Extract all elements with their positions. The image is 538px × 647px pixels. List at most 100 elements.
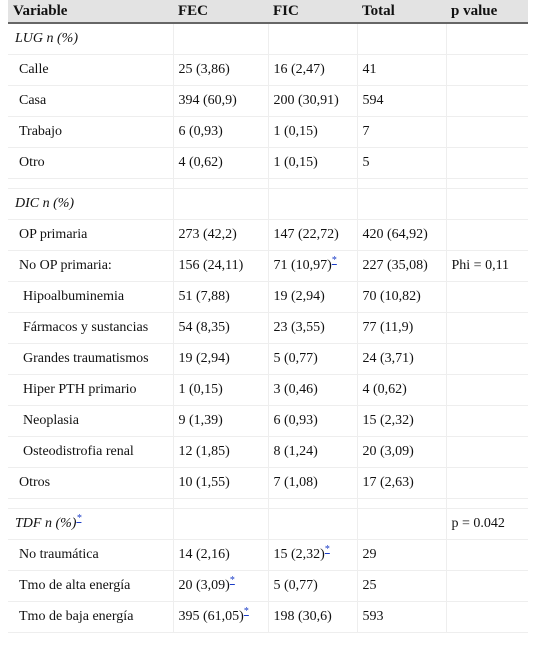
section-title-dic: DIC n (%): [8, 188, 174, 220]
section-row-dic: DIC n (%): [8, 188, 528, 220]
cell-p: [446, 343, 528, 375]
row-label: Calle: [8, 54, 174, 86]
header-p-value: p value: [446, 0, 528, 24]
cell-p: [446, 601, 528, 633]
cell-fec: 54 (8,35): [173, 312, 269, 344]
cell-p: [446, 281, 528, 313]
table-row: Hipoalbuminemia 51 (7,88) 19 (2,94) 70 (…: [8, 281, 528, 313]
cell-total: 29: [357, 539, 447, 571]
cell-fec: 9 (1,39): [173, 405, 269, 437]
cell-total: 24 (3,71): [357, 343, 447, 375]
table-row: Hiper PTH primario 1 (0,15) 3 (0,46) 4 (…: [8, 374, 528, 406]
section-row-lug: LUG n (%): [8, 23, 528, 55]
row-label: Hipoalbuminemia: [8, 281, 174, 313]
cell-total: 5: [357, 147, 447, 179]
table-row: No OP primaria: 156 (24,11) 71 (10,97)* …: [8, 250, 528, 282]
cell-fec: 20 (3,09)*: [173, 570, 269, 602]
table-row: No traumática 14 (2,16) 15 (2,32)* 29: [8, 539, 528, 571]
cell-fec: 394 (60,9): [173, 85, 269, 117]
cell-fic: 3 (0,46): [268, 374, 358, 406]
table-row: Fármacos y sustancias 54 (8,35) 23 (3,55…: [8, 312, 528, 344]
header-fec: FEC: [173, 0, 268, 24]
cell-fic: 147 (22,72): [268, 219, 358, 251]
cell-fic: 7 (1,08): [268, 467, 358, 499]
footnote-link[interactable]: *: [229, 575, 235, 587]
cell-p: [446, 116, 528, 148]
row-label: Fármacos y sustancias: [8, 312, 174, 344]
spacer-row: [8, 178, 528, 189]
cell-p: [446, 467, 528, 499]
header-fic: FIC: [268, 0, 357, 24]
cell-total: 20 (3,09): [357, 436, 447, 468]
table-row: OP primaria 273 (42,2) 147 (22,72) 420 (…: [8, 219, 528, 251]
section-row-tdf: TDF n (%)* p = 0.042: [8, 508, 528, 540]
cell-total: 7: [357, 116, 447, 148]
footnote-link[interactable]: *: [331, 255, 337, 267]
cell-total: 17 (2,63): [357, 467, 447, 499]
row-label: Otros: [8, 467, 174, 499]
cell-total: 593: [357, 601, 447, 633]
cell-p: [446, 54, 528, 86]
cell-fec: 395 (61,05)*: [173, 601, 269, 633]
cell-fec: 19 (2,94): [173, 343, 269, 375]
table-row: Trabajo 6 (0,93) 1 (0,15) 7: [8, 116, 528, 148]
cell-fec: 4 (0,62): [173, 147, 269, 179]
cell-fic: 16 (2,47): [268, 54, 358, 86]
cell-p: p = 0.042: [446, 508, 528, 540]
cell-total: 594: [357, 85, 447, 117]
cell-total: 15 (2,32): [357, 405, 447, 437]
cell-fic: 71 (10,97)*: [268, 250, 358, 282]
cell-fic: 15 (2,32)*: [268, 539, 358, 571]
cell-fec: 12 (1,85): [173, 436, 269, 468]
cell-p: [446, 539, 528, 571]
row-label: Otro: [8, 147, 174, 179]
table-row: Otro 4 (0,62) 1 (0,15) 5: [8, 147, 528, 179]
row-label: Tmo de baja energía: [8, 601, 174, 633]
cell-fec: 156 (24,11): [173, 250, 269, 282]
table-row: Tmo de alta energía 20 (3,09)* 5 (0,77) …: [8, 570, 528, 602]
cell-p: [446, 219, 528, 251]
header-total: Total: [357, 0, 446, 24]
row-label: No traumática: [8, 539, 174, 571]
cell-p: [446, 374, 528, 406]
row-label: Trabajo: [8, 116, 174, 148]
cell-total: 70 (10,82): [357, 281, 447, 313]
row-label: OP primaria: [8, 219, 174, 251]
table-row: Casa 394 (60,9) 200 (30,91) 594: [8, 85, 528, 117]
cell-p: [446, 405, 528, 437]
cell-fic: 200 (30,91): [268, 85, 358, 117]
table-row: Tmo de baja energía 395 (61,05)* 198 (30…: [8, 601, 528, 633]
cell-total: 227 (35,08): [357, 250, 447, 282]
cell-fec: 1 (0,15): [173, 374, 269, 406]
cell-p: [446, 570, 528, 602]
cell-fic: 5 (0,77): [268, 570, 358, 602]
header-row: Variable FEC FIC Total p value: [8, 0, 528, 24]
table-row: Neoplasia 9 (1,39) 6 (0,93) 15 (2,32): [8, 405, 528, 437]
cell-fic: 23 (3,55): [268, 312, 358, 344]
cell-fec: 51 (7,88): [173, 281, 269, 313]
cell-fic: 1 (0,15): [268, 147, 358, 179]
table-row: Calle 25 (3,86) 16 (2,47) 41: [8, 54, 528, 86]
spacer-row: [8, 498, 528, 509]
footnote-link[interactable]: *: [324, 544, 330, 556]
cell-p: [446, 436, 528, 468]
cell-fic: 1 (0,15): [268, 116, 358, 148]
cell-fic: 5 (0,77): [268, 343, 358, 375]
header-variable: Variable: [8, 0, 173, 24]
results-table: Variable FEC FIC Total p value LUG n (%)…: [8, 0, 528, 633]
cell-fec: 10 (1,55): [173, 467, 269, 499]
cell-fec: 25 (3,86): [173, 54, 269, 86]
cell-total: 41: [357, 54, 447, 86]
cell-total: 4 (0,62): [357, 374, 447, 406]
footnote-link[interactable]: *: [76, 513, 82, 525]
cell-fec: 273 (42,2): [173, 219, 269, 251]
cell-total: 420 (64,92): [357, 219, 447, 251]
cell-fic: 198 (30,6): [268, 601, 358, 633]
cell-total: 77 (11,9): [357, 312, 447, 344]
row-label: Hiper PTH primario: [8, 374, 174, 406]
cell-fic: 6 (0,93): [268, 405, 358, 437]
row-label: Casa: [8, 85, 174, 117]
cell-total: 25: [357, 570, 447, 602]
footnote-link[interactable]: *: [243, 606, 249, 618]
table-row: Otros 10 (1,55) 7 (1,08) 17 (2,63): [8, 467, 528, 499]
